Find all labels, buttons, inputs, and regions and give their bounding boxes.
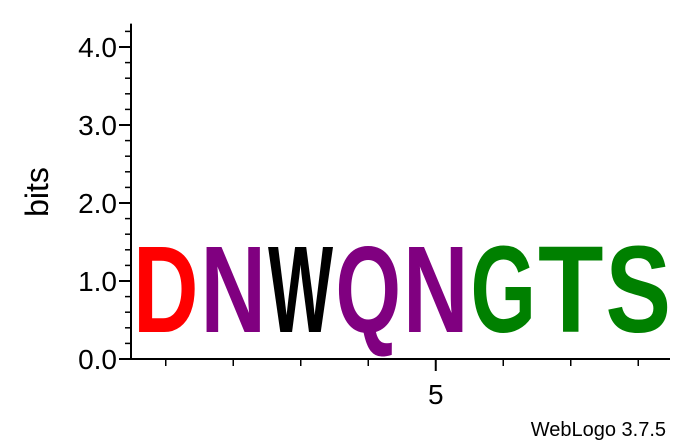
x-tick-label: 5 xyxy=(428,379,444,410)
logo-letter-g-pos6: G xyxy=(471,221,536,359)
logo-letter-q-pos4: Q xyxy=(336,221,401,359)
logo-letter-d-pos1: D xyxy=(133,220,199,358)
logo-letter-n-pos2: N xyxy=(201,220,267,358)
x-axis: 5 xyxy=(131,358,670,410)
logo-letter-n-pos5: N xyxy=(403,220,469,358)
weblogo-credit: WebLogo 3.7.5 xyxy=(531,419,666,441)
y-tick-label: 1.0 xyxy=(78,266,117,297)
logo-letter-s-pos8: S xyxy=(606,220,671,358)
y-axis: 0.0 1.0 2.0 3.0 4.0 xyxy=(78,23,132,375)
y-tick-label: 3.0 xyxy=(78,110,117,141)
logo-letter-w-pos3: W xyxy=(268,222,334,359)
y-tick-label: 2.0 xyxy=(78,188,117,219)
logo-letter-t-pos7: T xyxy=(538,221,603,359)
y-tick-label: 4.0 xyxy=(78,32,117,63)
y-tick-label: 0.0 xyxy=(78,344,117,375)
y-axis-title: bits xyxy=(19,167,55,217)
